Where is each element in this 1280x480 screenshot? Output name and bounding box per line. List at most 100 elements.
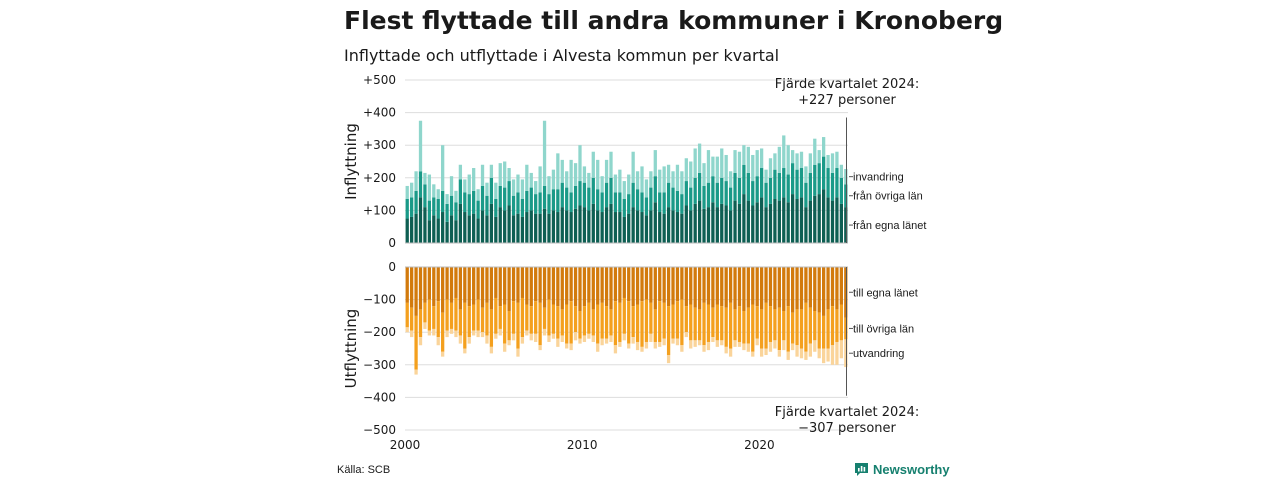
bar-fran-egna-lanet <box>715 207 719 243</box>
bar-till-egna-lanet <box>547 267 551 300</box>
bar-utvandring <box>587 333 591 339</box>
bar-utvandring <box>613 345 618 354</box>
bar-invandring <box>405 185 409 199</box>
bar-till-egna-lanet <box>737 267 742 307</box>
bar-till-egna-lanet <box>671 267 675 305</box>
bar-invandring <box>498 163 502 186</box>
bar-utvandring <box>644 341 649 349</box>
bar-invandring <box>551 169 556 190</box>
bar-invandring <box>777 146 781 173</box>
bar-fran-egna-lanet <box>671 210 675 243</box>
bar-fran-ovriga-lan <box>689 187 693 211</box>
bar-fran-ovriga-lan <box>795 169 799 199</box>
bar-invandring <box>454 190 458 203</box>
bar-utvandring <box>755 338 759 346</box>
bar-till-egna-lanet <box>733 267 737 310</box>
bar-till-ovriga-lan <box>742 311 746 344</box>
bar-till-ovriga-lan <box>511 301 516 334</box>
bar-fran-egna-lanet <box>777 200 781 243</box>
bar-fran-ovriga-lan <box>817 163 821 195</box>
bar-fran-egna-lanet <box>551 210 556 243</box>
bar-fran-ovriga-lan <box>724 181 728 206</box>
bar-till-ovriga-lan <box>556 306 560 339</box>
bar-utvandring <box>666 355 671 364</box>
bar-invandring <box>755 150 759 177</box>
bar-invandring <box>675 164 680 191</box>
bar-fran-ovriga-lan <box>786 174 790 203</box>
bar-utvandring <box>689 340 693 349</box>
bar-utvandring <box>423 322 427 329</box>
bar-till-ovriga-lan <box>565 304 569 344</box>
bar-till-ovriga-lan <box>441 312 445 352</box>
bar-fran-egna-lanet <box>578 205 582 243</box>
bar-fran-egna-lanet <box>622 216 626 243</box>
bar-fran-ovriga-lan <box>503 187 507 211</box>
bar-till-ovriga-lan <box>423 302 427 323</box>
bar-utvandring <box>520 337 525 344</box>
bar-fran-ovriga-lan <box>516 192 520 214</box>
bar-utvandring <box>720 340 724 346</box>
bar-till-egna-lanet <box>711 267 715 308</box>
bar-fran-ovriga-lan <box>733 172 737 201</box>
bar-till-ovriga-lan <box>547 299 551 336</box>
bar-utvandring <box>449 328 454 334</box>
bar-till-ovriga-lan <box>644 299 649 342</box>
y-tick-label-outflow: −500 <box>363 423 396 437</box>
bar-utvandring <box>627 343 631 349</box>
bar-invandring <box>578 145 582 182</box>
bar-till-egna-lanet <box>582 267 587 307</box>
bar-utvandring <box>759 348 764 357</box>
bar-invandring <box>600 176 604 193</box>
bar-till-egna-lanet <box>702 267 706 303</box>
y-axis-label-outflow: Utflyttning <box>342 309 360 389</box>
bar-till-ovriga-lan <box>613 301 618 346</box>
bar-till-ovriga-lan <box>649 302 653 334</box>
bar-invandring <box>529 172 533 188</box>
y-tick-label-outflow: −300 <box>363 358 396 372</box>
bar-utvandring <box>538 345 542 351</box>
bar-till-egna-lanet <box>485 267 489 303</box>
bar-fran-ovriga-lan <box>808 172 812 201</box>
bar-fran-egna-lanet <box>596 210 600 243</box>
bar-till-egna-lanet <box>609 267 613 310</box>
bar-till-egna-lanet <box>693 267 697 308</box>
series-label: från övriga län <box>853 191 923 203</box>
bar-till-egna-lanet <box>724 267 728 308</box>
bar-till-egna-lanet <box>498 267 502 307</box>
bar-till-ovriga-lan <box>826 309 830 349</box>
bars-inflow <box>405 120 848 243</box>
bar-invandring <box>414 171 418 191</box>
bar-invandring <box>808 153 812 173</box>
bar-fran-egna-lanet <box>724 205 728 243</box>
bar-till-egna-lanet <box>596 267 600 305</box>
bar-till-egna-lanet <box>795 267 799 310</box>
brand-logo[interactable]: Newsworthy <box>854 462 950 477</box>
bar-fran-ovriga-lan <box>830 172 835 201</box>
bar-utvandring <box>414 369 418 375</box>
bar-utvandring <box>578 338 582 344</box>
bar-fran-egna-lanet <box>485 215 489 243</box>
bar-fran-egna-lanet <box>507 205 511 243</box>
bar-fran-egna-lanet <box>662 213 666 243</box>
bar-till-ovriga-lan <box>529 306 533 334</box>
bar-till-ovriga-lan <box>414 315 418 370</box>
bar-utvandring <box>494 333 498 339</box>
bar-utvandring <box>711 337 715 342</box>
bar-fran-egna-lanet <box>542 208 547 243</box>
bar-till-egna-lanet <box>529 267 533 307</box>
bar-utvandring <box>635 341 640 351</box>
bar-till-egna-lanet <box>631 267 635 307</box>
bar-till-ovriga-lan <box>503 304 507 344</box>
bar-till-ovriga-lan <box>782 311 786 341</box>
bar-till-egna-lanet <box>604 267 609 307</box>
bar-till-ovriga-lan <box>693 307 697 341</box>
bar-fran-ovriga-lan <box>804 182 808 208</box>
source-note: Källa: SCB <box>337 464 391 476</box>
bar-till-egna-lanet <box>516 267 520 303</box>
bar-invandring <box>653 150 657 177</box>
bar-fran-egna-lanet <box>706 207 711 243</box>
bar-fran-egna-lanet <box>489 203 494 243</box>
bar-till-ovriga-lan <box>711 307 715 338</box>
bar-fran-ovriga-lan <box>640 192 644 213</box>
bar-utvandring <box>560 335 564 342</box>
